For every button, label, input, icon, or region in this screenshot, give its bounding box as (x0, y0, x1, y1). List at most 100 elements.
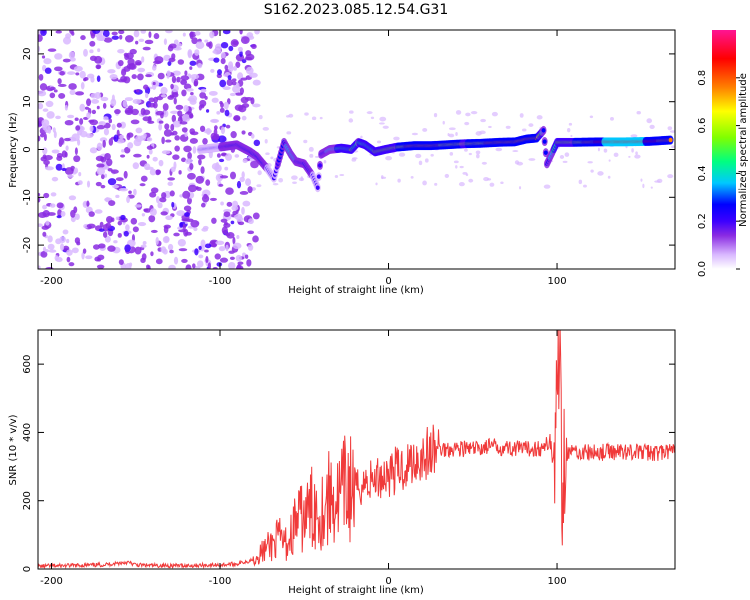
noise-speckle (111, 94, 115, 102)
noise-speckle (96, 75, 101, 83)
noise-speckle (241, 206, 245, 215)
noise-speckle (184, 131, 188, 138)
noise-speckle (61, 150, 67, 158)
ridge-halo (381, 176, 387, 179)
ridge-halo (448, 133, 455, 138)
noise-speckle (179, 194, 184, 198)
ridge-halo (422, 180, 427, 186)
ridge-halo (382, 125, 389, 129)
y-tick-label: 600 (22, 355, 33, 374)
noise-speckle (253, 139, 261, 147)
noise-speckle (183, 205, 192, 212)
ridge-halo (634, 154, 641, 159)
ridge-halo (385, 156, 393, 161)
noise-speckle (54, 53, 63, 60)
noise-speckle (170, 123, 175, 132)
ridge-halo (434, 182, 438, 186)
noise-speckle (101, 174, 105, 180)
snr-frame (37, 329, 676, 570)
noise-speckle (104, 235, 111, 243)
ridge-halo (491, 111, 498, 117)
noise-speckle (221, 152, 227, 156)
noise-speckle (232, 40, 239, 46)
noise-speckle (133, 138, 142, 147)
noise-speckle (68, 83, 77, 90)
noise-speckle (176, 210, 186, 217)
noise-speckle (110, 98, 117, 107)
noise-speckle (236, 234, 240, 240)
noise-speckle (123, 146, 131, 154)
noise-speckle (247, 230, 255, 235)
noise-speckle (180, 75, 190, 81)
noise-speckle (38, 135, 41, 142)
noise-speckle (163, 225, 169, 234)
noise-speckle (69, 57, 76, 62)
noise-speckle (203, 128, 212, 134)
noise-speckle (204, 243, 212, 249)
noise-speckle (220, 201, 224, 206)
colorbar-tick-label: 0.4 (697, 165, 708, 181)
noise-speckle (170, 110, 179, 115)
ridge-halo (564, 152, 570, 157)
noise-speckle (87, 73, 95, 79)
ridge-halo (258, 114, 263, 120)
ridge-core (543, 150, 548, 155)
noise-speckle (56, 155, 63, 161)
noise-speckle (142, 240, 147, 245)
noise-speckle (195, 175, 205, 184)
noise-speckle (247, 244, 254, 251)
ridge-halo (264, 139, 268, 144)
ridge-halo (262, 126, 269, 131)
noise-speckle (146, 137, 153, 142)
ridge-core (315, 185, 320, 190)
noise-speckle (41, 119, 50, 127)
ridge-halo (608, 159, 611, 162)
noise-speckle (214, 253, 221, 260)
noise-speckle (134, 246, 142, 255)
ridge-halo (476, 153, 480, 159)
noise-speckle (49, 203, 56, 208)
ridge-halo (418, 160, 423, 166)
ridge-halo (256, 184, 262, 188)
noise-speckle (94, 55, 103, 64)
noise-speckle (148, 215, 156, 223)
noise-speckle (229, 256, 235, 260)
ridge-halo (628, 155, 631, 158)
ridge-halo (464, 148, 468, 152)
noise-speckle (98, 228, 105, 232)
noise-speckle (193, 78, 199, 87)
noise-speckle (160, 94, 167, 98)
noise-speckle (118, 259, 124, 266)
noise-speckle (198, 158, 202, 166)
noise-speckle (69, 89, 76, 96)
y-tick-label: 20 (22, 48, 33, 61)
noise-speckle (200, 239, 206, 248)
noise-speckle (88, 211, 95, 217)
colorbar-tick-label: 0.0 (697, 261, 708, 277)
noise-speckle (100, 184, 106, 189)
noise-speckle (184, 212, 191, 217)
noise-speckle (67, 174, 74, 178)
ridge-halo (468, 152, 472, 156)
noise-speckle (89, 147, 98, 154)
x-tick-label: 100 (547, 576, 566, 587)
noise-speckle (158, 120, 164, 124)
noise-speckle (177, 110, 183, 117)
noise-speckle (177, 59, 185, 65)
noise-speckle (239, 87, 245, 95)
noise-speckle (247, 218, 254, 225)
noise-speckle (54, 255, 59, 261)
noise-speckle (194, 49, 200, 56)
noise-speckle (179, 121, 188, 125)
noise-speckle (119, 34, 123, 40)
noise-speckle (167, 181, 173, 187)
noise-speckle (144, 39, 154, 45)
ridge-halo (308, 146, 314, 152)
ridge-halo (603, 148, 608, 153)
noise-speckle (83, 48, 88, 57)
noise-speckle (141, 56, 145, 63)
noise-speckle (163, 109, 169, 118)
noise-speckle (212, 50, 217, 54)
noise-speckle (111, 31, 118, 36)
noise-speckle (239, 176, 245, 183)
